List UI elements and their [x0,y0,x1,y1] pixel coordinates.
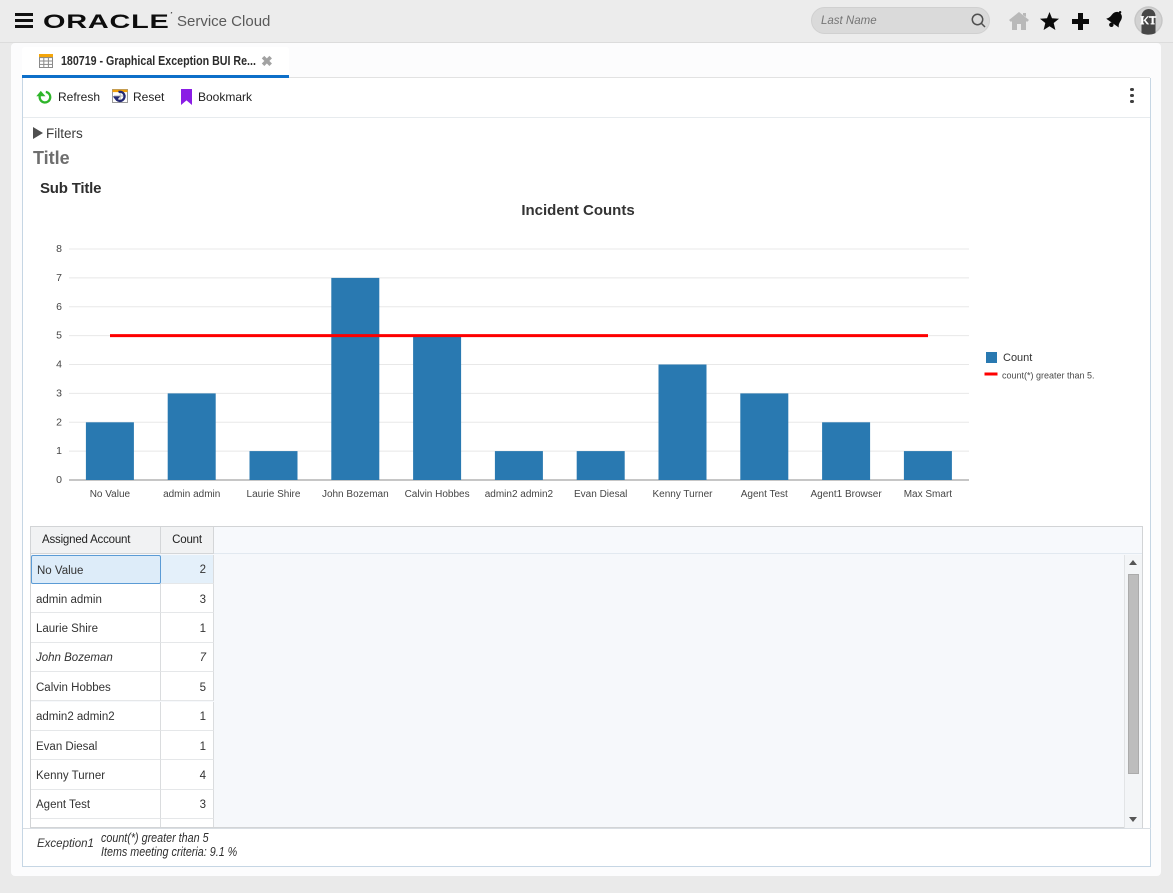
svg-text:6: 6 [56,301,62,313]
svg-text:Agent1 Browser: Agent1 Browser [811,489,883,500]
svg-text:Max Smart: Max Smart [904,489,953,500]
svg-text:5: 5 [56,330,62,342]
svg-text:7: 7 [56,272,62,284]
svg-text:Laurie Shire: Laurie Shire [247,489,301,500]
svg-text:Agent Test: Agent Test [741,489,788,500]
svg-text:3: 3 [56,387,62,399]
svg-text:No Value: No Value [90,489,131,500]
svg-text:John Bozeman: John Bozeman [322,489,389,500]
svg-text:4: 4 [56,359,62,371]
svg-text:0: 0 [56,474,62,486]
svg-text:admin2 admin2: admin2 admin2 [485,489,554,500]
svg-text:Kenny Turner: Kenny Turner [652,489,713,500]
svg-text:count(*) greater than 5.: count(*) greater than 5. [1002,371,1095,381]
svg-text:8: 8 [56,243,62,255]
svg-text:Evan Diesal: Evan Diesal [574,489,627,500]
svg-text:1: 1 [56,445,62,457]
svg-text:Calvin Hobbes: Calvin Hobbes [405,489,470,500]
svg-text:2: 2 [56,416,62,428]
svg-text:Count: Count [1003,352,1032,364]
svg-text:admin admin: admin admin [163,489,220,500]
